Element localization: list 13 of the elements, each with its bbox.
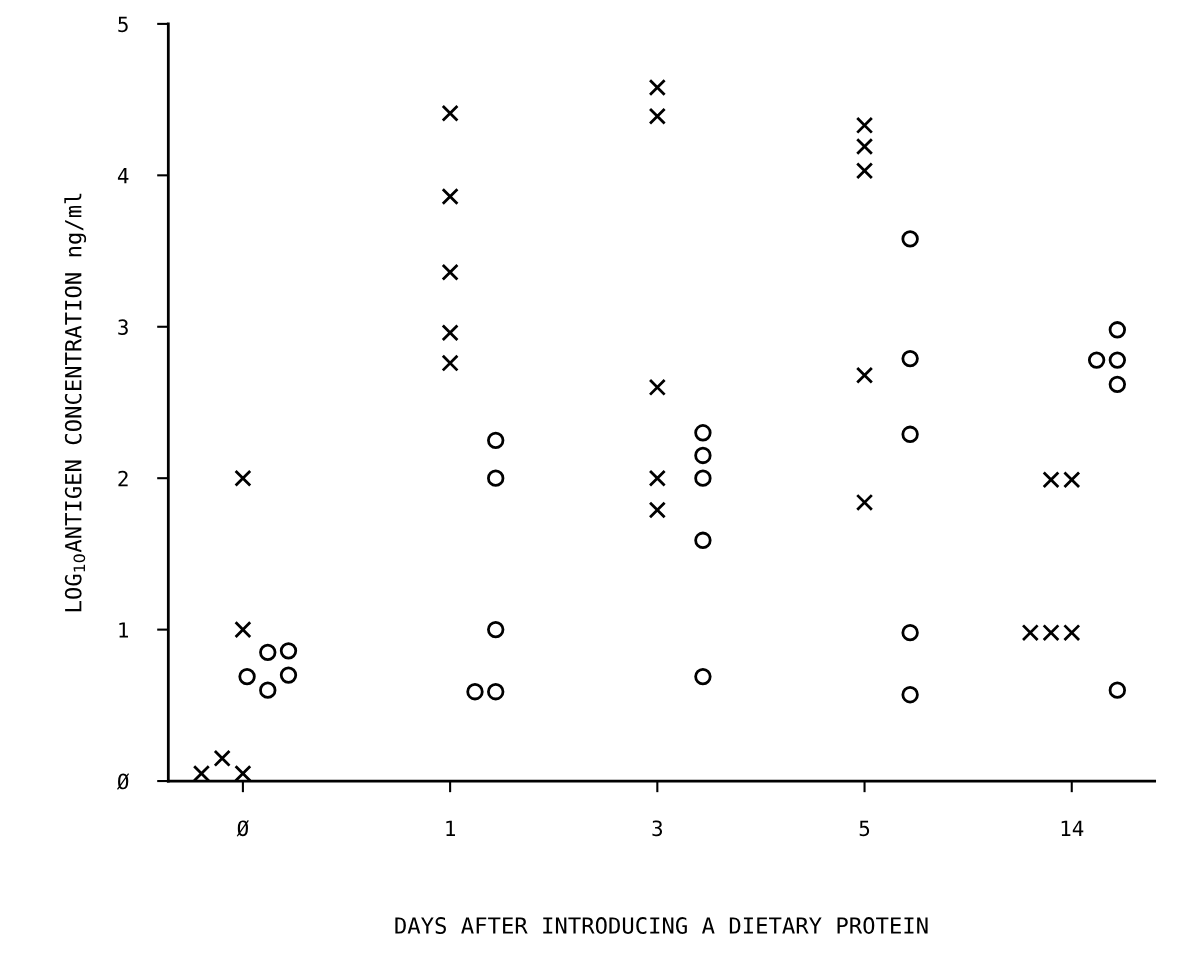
y-tick-label: 4 [117, 168, 129, 184]
x-tick-label: 5 [859, 820, 870, 837]
y-tick-label: 5 [118, 16, 128, 33]
y-axis-title: LOG$_{10}$ANTIGEN CONCENTRATION ng/ml [64, 193, 87, 612]
x-tick-label: Ø [236, 820, 249, 837]
x-tick-label: 3 [652, 820, 663, 837]
y-tick-label: 1 [119, 622, 129, 638]
y-tick-label: 2 [118, 470, 128, 487]
x-tick-label: 14 [1061, 820, 1084, 836]
x-axis-title: DAYS AFTER INTRODUCING A DIETARY PROTEIN [395, 917, 928, 934]
y-tick-label: 3 [118, 319, 128, 336]
x-tick-label: 1 [446, 820, 455, 836]
y-tick-label: Ø [116, 773, 130, 790]
